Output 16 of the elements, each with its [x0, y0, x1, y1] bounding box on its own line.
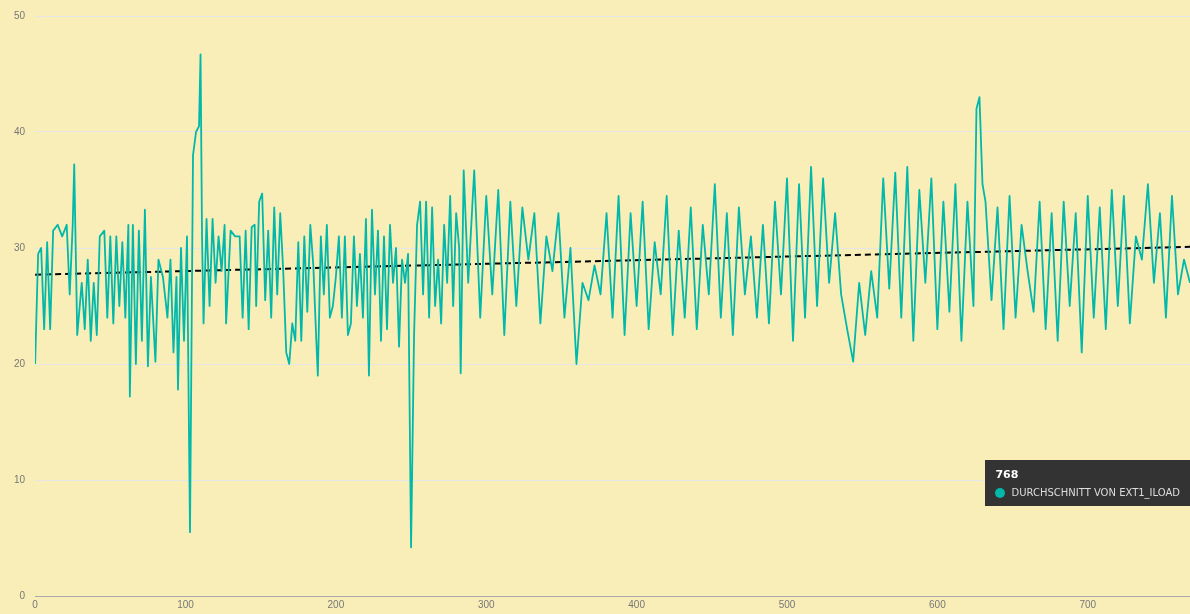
- x-tick-label: 600: [929, 598, 947, 610]
- x-tick-label: 400: [628, 598, 646, 610]
- y-tick-label: 0: [19, 589, 26, 601]
- y-tick-label: 40: [14, 125, 26, 137]
- y-tick-label: 20: [14, 357, 26, 369]
- x-tick-label: 0: [32, 598, 39, 610]
- y-tick-label: 30: [14, 241, 26, 253]
- legend-label: DURCHSCHNITT VON EXT1_ILOAD: [1011, 487, 1180, 498]
- x-tick-label: 200: [327, 598, 345, 610]
- x-tick-label: 100: [177, 598, 195, 610]
- y-tick-label: 50: [14, 9, 26, 21]
- x-tick-label: 500: [778, 598, 796, 610]
- y-tick-label: 10: [14, 473, 26, 485]
- x-tick-label: 700: [1079, 598, 1097, 610]
- annotation: 768: [995, 468, 1020, 481]
- x-tick-label: 300: [477, 598, 496, 610]
